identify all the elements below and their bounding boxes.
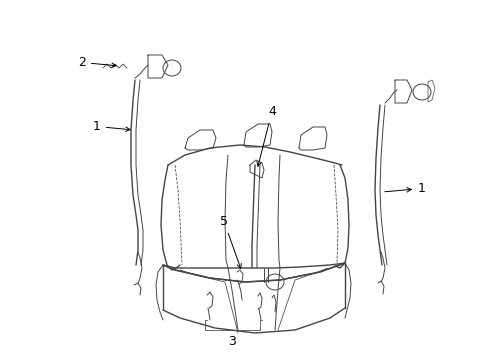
Text: 3: 3 xyxy=(227,335,235,348)
Text: 5: 5 xyxy=(220,215,241,268)
Text: 1: 1 xyxy=(384,182,425,195)
Text: 1: 1 xyxy=(93,120,130,133)
Text: 4: 4 xyxy=(256,105,275,166)
Text: 2: 2 xyxy=(78,56,116,69)
